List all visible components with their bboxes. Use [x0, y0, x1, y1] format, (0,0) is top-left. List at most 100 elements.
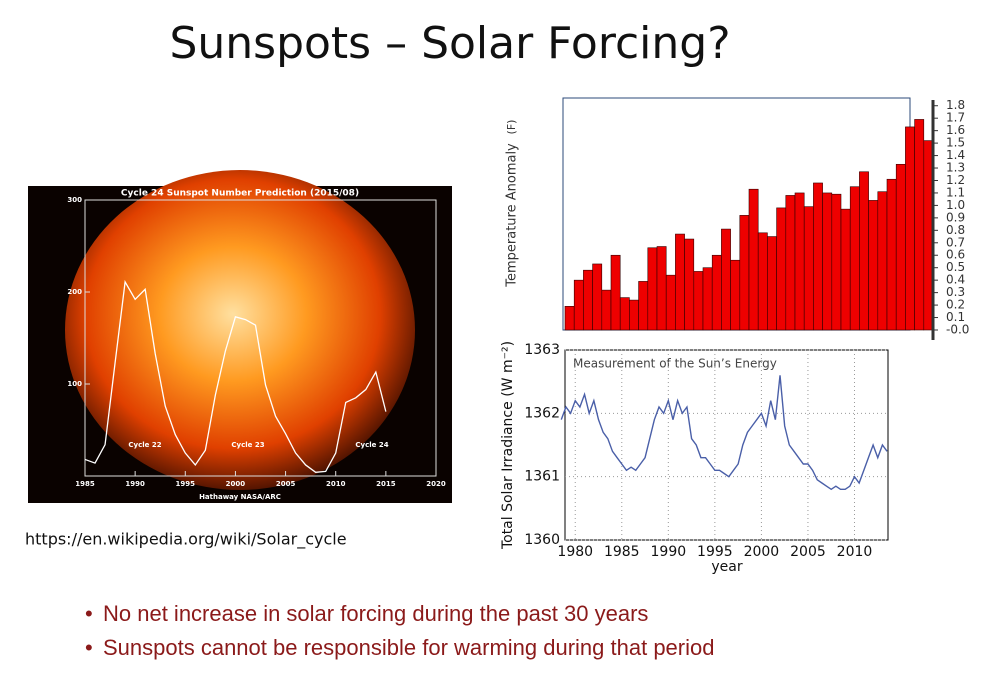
bar [859, 171, 869, 331]
bar [785, 195, 796, 331]
x-tick-label: 1985 [604, 544, 640, 560]
cycle-label: Cycle 22 [128, 441, 161, 449]
sunspot-line [84, 279, 387, 473]
y-tick-label: 1.1 [946, 185, 965, 199]
x-tick-label: 2010 [326, 480, 346, 488]
temp-y-unit: (F) [505, 120, 518, 135]
y-tick-label: 1.5 [946, 136, 965, 150]
sunspot-credit: Hathaway NASA/ARC [199, 493, 281, 501]
y-tick-label: -0.0 [946, 323, 969, 337]
bar [675, 233, 685, 331]
y-tick-label: 1363 [524, 342, 560, 358]
bar [665, 274, 676, 331]
bar [868, 200, 879, 331]
x-tick-label: 1995 [697, 544, 733, 560]
x-tick-label: 1990 [651, 544, 687, 560]
bar [914, 119, 925, 331]
bar [592, 263, 603, 331]
y-tick-label: 0.5 [946, 260, 965, 274]
sun-photo [65, 170, 415, 490]
sunspot-plot-frame [84, 199, 437, 477]
bar [647, 247, 658, 331]
cycle-label: Cycle 23 [231, 441, 264, 449]
bar [895, 163, 906, 331]
x-tick-label: 2005 [790, 544, 826, 560]
bar [601, 289, 612, 331]
bar [702, 267, 713, 331]
bar [693, 271, 704, 331]
bar [886, 178, 897, 331]
bar [767, 236, 777, 331]
bar [757, 232, 768, 331]
bar [629, 299, 639, 331]
bar [638, 281, 649, 331]
y-tick-label: 1.7 [946, 111, 965, 125]
bar [831, 193, 842, 331]
x-tick-label: 2005 [276, 480, 296, 488]
bar [794, 192, 805, 331]
x-tick-label: 2000 [744, 544, 780, 560]
bar [583, 269, 593, 331]
cycle-label: Cycle 24 [355, 441, 388, 449]
y-tick-label: 1.3 [946, 161, 965, 175]
x-tick-label: 1985 [75, 480, 95, 488]
bar [730, 259, 741, 331]
tsi-y-label: Total Solar Irradiance (W m⁻²) [500, 341, 516, 550]
bar [803, 206, 814, 331]
y-tick-label: 1.8 [946, 98, 965, 112]
x-tick-label: 2000 [226, 480, 246, 488]
y-tick-label: 0.8 [946, 223, 965, 237]
y-tick-label: 0.1 [946, 310, 965, 324]
y-tick-label: 100 [67, 380, 82, 388]
bar [619, 297, 630, 331]
bullet-text: Sunspots cannot be responsible for warmi… [103, 635, 714, 660]
tsi-title: Measurement of the Sun’s Energy [573, 357, 777, 371]
y-tick-label: 0.3 [946, 285, 965, 299]
x-tick-label: 2010 [837, 544, 873, 560]
bar [573, 279, 584, 331]
y-tick-label: 1.0 [946, 198, 965, 212]
bar [840, 208, 851, 331]
source-url: https://en.wikipedia.org/wiki/Solar_cycl… [25, 530, 347, 550]
tsi-line [560, 375, 888, 491]
x-tick-label: 1980 [557, 544, 593, 560]
x-tick-label: 2015 [376, 480, 396, 488]
bar [905, 126, 915, 331]
y-tick-label: 300 [67, 196, 82, 204]
y-tick-label: 0.6 [946, 248, 965, 262]
bullet: • [85, 635, 93, 660]
bar [748, 188, 759, 331]
y-tick-label: 1361 [524, 469, 560, 485]
y-tick-label: 1362 [524, 405, 560, 421]
y-tick-label: 1.2 [946, 173, 965, 187]
y-tick-label: 0.9 [946, 210, 965, 224]
y-tick-label: 1360 [524, 532, 560, 548]
y-tick-label: 0.4 [946, 273, 965, 287]
y-tick-label: 200 [67, 288, 82, 296]
tsi-x-label: year [711, 559, 742, 575]
bar [822, 192, 833, 331]
bar [877, 191, 888, 331]
x-tick-label: 1990 [125, 480, 145, 488]
slide-title: Sunspots – Solar Forcing? [169, 18, 730, 69]
x-tick-label: 1995 [176, 480, 196, 488]
y-tick-label: 1.4 [946, 148, 965, 162]
bar [739, 215, 750, 331]
bar [564, 306, 575, 331]
bar [849, 186, 860, 331]
y-tick-label: 0.2 [946, 298, 965, 312]
x-tick-label: 2020 [426, 480, 446, 488]
sunspot-title: Cycle 24 Sunspot Number Prediction (2015… [121, 189, 359, 199]
y-tick-label: 1.6 [946, 123, 965, 137]
bullet-text: No net increase in solar forcing during … [103, 601, 648, 626]
temp-y-label: Temperature Anomaly [505, 143, 520, 288]
bar [610, 254, 621, 331]
bullet: • [85, 601, 93, 626]
y-tick-label: 0.7 [946, 235, 965, 249]
tsi-axes [564, 349, 889, 541]
bar [684, 238, 695, 331]
bar [656, 246, 667, 331]
bar [776, 207, 787, 331]
bar [813, 182, 823, 331]
